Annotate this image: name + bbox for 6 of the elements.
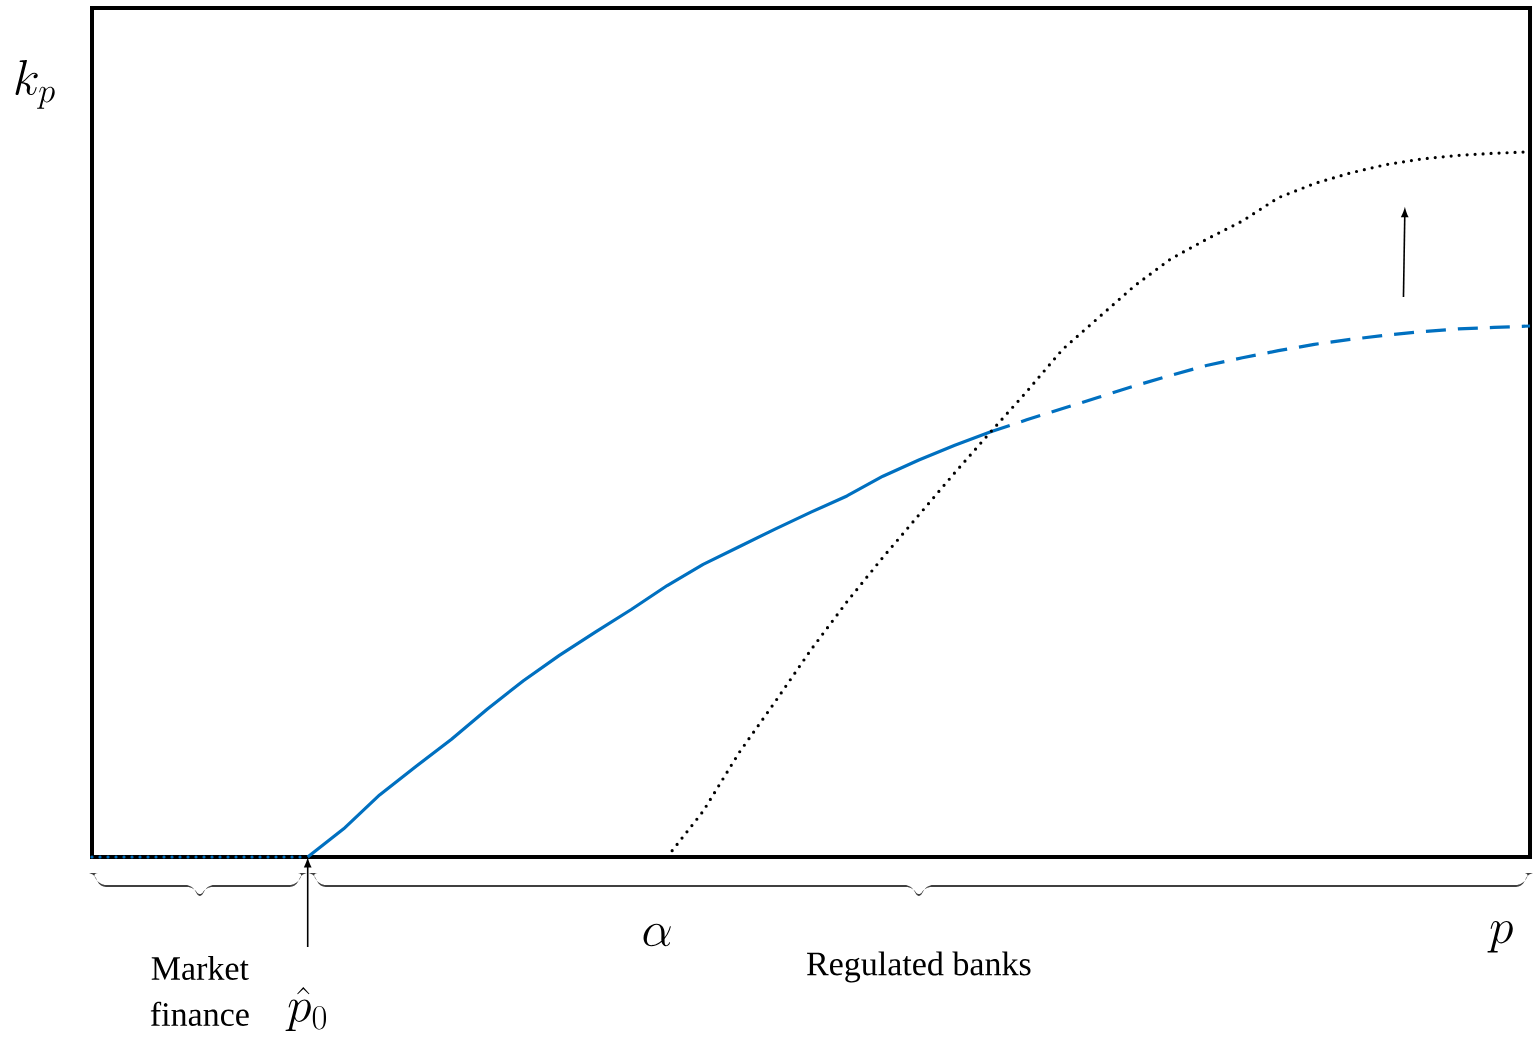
text: $\alpha$ <box>643 923 671 947</box>
y-axis-title: $k_p$ <box>15 60 55 109</box>
x-axis-title: $p$ <box>1487 920 1513 953</box>
text: Market finance <box>150 956 249 1026</box>
text: Regulated banks <box>807 951 1031 983</box>
text: $\hat{p}_0$ <box>285 986 327 1032</box>
